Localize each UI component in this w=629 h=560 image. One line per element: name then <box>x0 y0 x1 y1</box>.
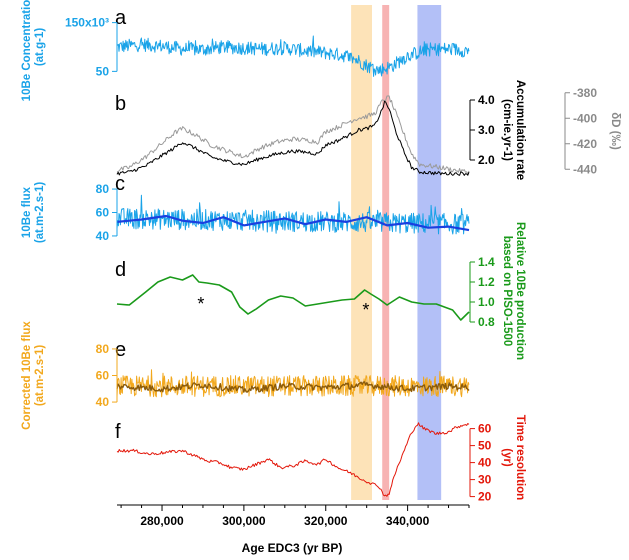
panel-f-tick-label: 30 <box>478 473 492 487</box>
y-title-line: (yr) <box>501 448 513 467</box>
panel-f-tick-label: 40 <box>478 456 492 470</box>
delta-d-axis-title: δD (‰) <box>609 112 621 150</box>
panel-f-tick-label: 60 <box>478 422 492 436</box>
y-title-line: Corrected 10Be flux <box>21 321 33 430</box>
panel-d-series-1 <box>116 274 470 321</box>
panel-c-tick-label: 40 <box>96 229 110 243</box>
panel-a-y-title: 10Be Concentration(at.g-1) <box>21 0 46 101</box>
panel-a-tick-label: 150x10³ <box>65 16 109 30</box>
panel-letter-f: f <box>115 421 121 443</box>
panel-letter-a: a <box>115 7 127 29</box>
highlight-bands <box>351 5 442 500</box>
panel-b-tick-label: 3.0 <box>478 123 495 137</box>
y-title-line: Relative 10Be production <box>514 222 526 360</box>
y-title-line: (at.m-2.s-1) <box>34 345 46 407</box>
panel-letter-e: e <box>115 339 126 361</box>
highlight-band-3 <box>417 5 442 500</box>
delta-d-tick-label: -380 <box>573 86 597 100</box>
y-title-line: 10Be Concentration <box>21 0 33 101</box>
panel-e-y-title: Corrected 10Be flux(at.m-2.s-1) <box>21 321 46 430</box>
panel-e-series-2 <box>116 381 470 393</box>
panel-f-tick-label: 50 <box>478 439 492 453</box>
panel-a-tick-label: 50 <box>96 64 110 78</box>
panel-e-tick-label: 60 <box>96 369 110 383</box>
x-tick-label: 280,000 <box>140 514 184 528</box>
panel-f-y-title: Time resolution(yr) <box>501 415 526 500</box>
panel-b-y-title: Accumulation rate(cm-ie.yr-1) <box>501 80 526 180</box>
panel-letter-d: d <box>115 259 126 281</box>
x-axis-label: Age EDC3 (yr BP) <box>242 541 343 555</box>
y-title-line: (at.g-1) <box>34 28 46 67</box>
panel-e-series-1 <box>116 369 470 398</box>
y-title-line: Accumulation rate <box>514 80 526 180</box>
panel-c-series-2 <box>116 214 470 232</box>
panel-d-tick-label: 1.2 <box>478 275 495 289</box>
panel-c-y-title: 10Be flux(at.m-2.s-1) <box>21 182 46 244</box>
y-title-line: (at.m-2.s-1) <box>34 182 46 244</box>
y-title-line: Time resolution <box>514 415 526 500</box>
panel-a-series-1 <box>116 35 470 77</box>
highlight-band-1 <box>351 5 372 500</box>
x-tick-label: 340,000 <box>386 514 430 528</box>
y-title-line: (cm-ie.yr-1) <box>501 99 513 161</box>
panel-c-tick-label: 60 <box>96 206 110 220</box>
panel-letter-c: c <box>115 173 125 195</box>
x-tick-label: 300,000 <box>222 514 266 528</box>
panel-f-series-1 <box>116 422 470 497</box>
panel-d-asterisk-1: * <box>197 294 204 314</box>
panel-e-tick-label: 40 <box>96 395 110 409</box>
panel-d-tick-label: 1.4 <box>478 255 495 269</box>
panel-f-tick-label: 20 <box>478 490 492 504</box>
panel-d-y-title: Relative 10Be productionbased on PISO-15… <box>501 222 526 360</box>
axes-layer: a 50 150x10³ 10Be Concentration(at.g-1) b 2.0… <box>21 0 621 528</box>
series-layer: * * <box>116 35 470 497</box>
panel-b-tick-label: 4.0 <box>478 93 495 107</box>
panel-d-tick-label: 0.8 <box>478 315 495 329</box>
panel-e-tick-label: 80 <box>96 342 110 356</box>
panel-c-series-1 <box>116 194 470 235</box>
x-tick-label: 320,000 <box>304 514 348 528</box>
highlight-band-2 <box>382 5 390 500</box>
panel-b-tick-label: 2.0 <box>478 153 495 167</box>
panel-b-series-1 <box>116 95 470 175</box>
delta-d-tick-label: -400 <box>573 111 597 125</box>
y-title-line: 10Be flux <box>21 186 33 238</box>
delta-d-tick-label: -440 <box>573 162 597 176</box>
y-title-line: based on PISO-1500 <box>501 236 513 347</box>
panel-c-tick-label: 80 <box>96 182 110 196</box>
panel-d-asterisk-2: * <box>362 300 369 320</box>
panel-b-series-2 <box>116 100 470 176</box>
delta-d-tick-label: -420 <box>573 137 597 151</box>
panel-d-tick-label: 1.0 <box>478 295 495 309</box>
panel-letter-b: b <box>115 93 126 115</box>
